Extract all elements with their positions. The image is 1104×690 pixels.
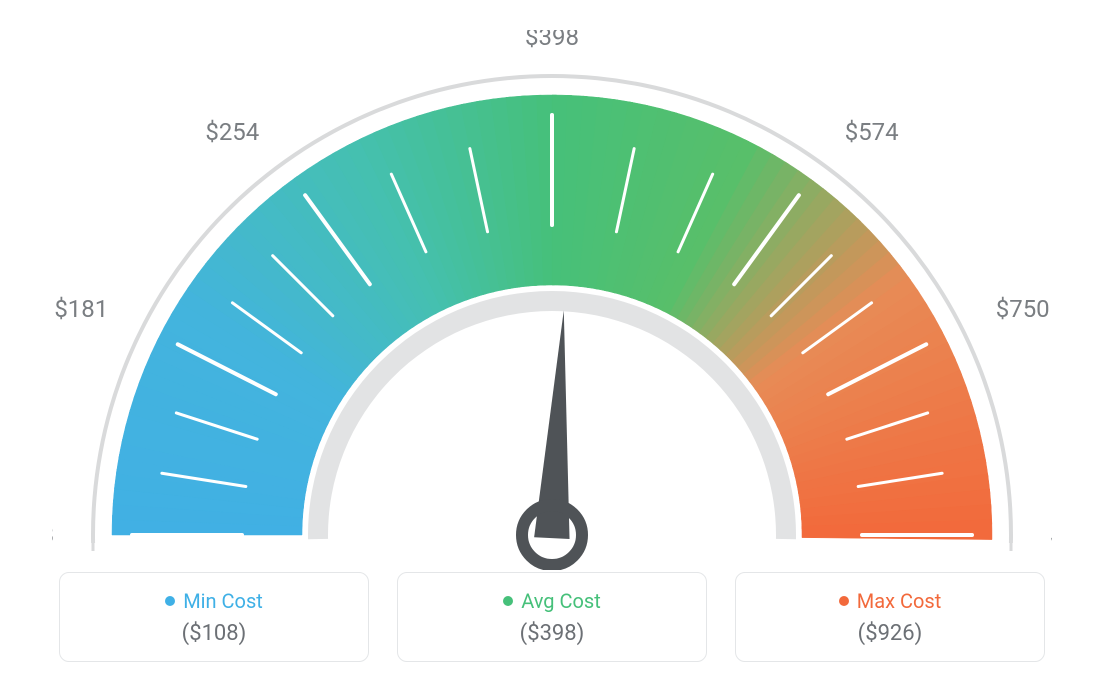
dot-avg [503, 596, 513, 606]
gauge-tick-label: $398 [525, 30, 579, 51]
legend-label-max: Max Cost [857, 589, 942, 613]
legend-row: Min Cost ($108) Avg Cost ($398) Max Cost… [59, 572, 1045, 662]
gauge-tick-label: $254 [205, 118, 259, 146]
legend-value-max: ($926) [858, 621, 923, 646]
dot-min [165, 596, 175, 606]
gauge-tick-label: $574 [845, 118, 899, 146]
legend-value-avg: ($398) [520, 621, 585, 646]
legend-label-avg: Avg Cost [521, 589, 601, 613]
gauge-tick-label: $108 [52, 521, 54, 549]
legend-card-avg: Avg Cost ($398) [397, 572, 707, 662]
gauge-tick-label: $926 [1050, 521, 1052, 549]
cost-gauge: $108 $181 $254 $398 $574 $750 $926 [52, 30, 1052, 570]
legend-value-min: ($108) [182, 621, 247, 646]
legend-card-min: Min Cost ($108) [59, 572, 369, 662]
legend-label-min: Min Cost [183, 589, 263, 613]
legend-card-max: Max Cost ($926) [735, 572, 1045, 662]
gauge-tick-label: $181 [54, 295, 108, 323]
gauge-tick-label: $750 [996, 295, 1050, 323]
dot-max [839, 596, 849, 606]
